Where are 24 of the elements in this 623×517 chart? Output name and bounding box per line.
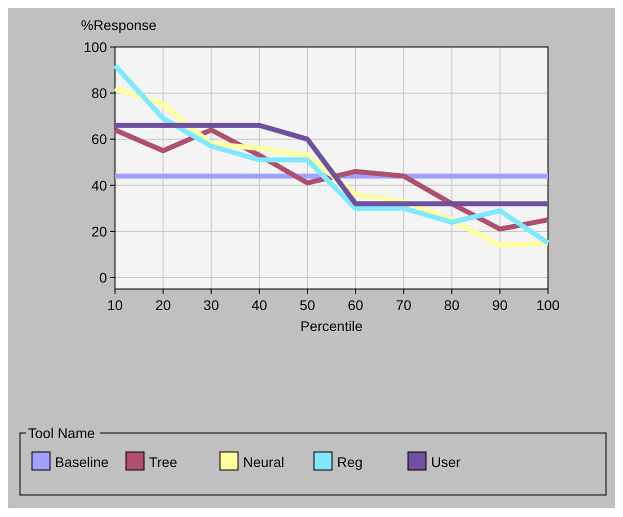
legend-label: Baseline: [55, 454, 109, 470]
x-tick-label: 60: [348, 297, 364, 313]
y-axis-title: %Response: [81, 17, 157, 33]
x-tick-label: 20: [155, 297, 172, 313]
x-tick-label: 30: [203, 297, 220, 313]
y-tick-label: 60: [91, 131, 108, 148]
legend-title: Tool Name: [28, 425, 96, 441]
y-tick-label: 20: [91, 223, 108, 240]
x-tick-label: 90: [492, 297, 508, 313]
y-tick-label: 40: [91, 177, 108, 194]
x-tick-label: 100: [536, 297, 560, 313]
x-tick-label: 40: [252, 297, 268, 313]
legend-label: Reg: [337, 454, 363, 470]
legend-label: Tree: [149, 454, 178, 470]
x-axis-title: Percentile: [300, 318, 363, 334]
x-tick-label: 10: [107, 297, 123, 313]
x-tick-label: 50: [300, 297, 316, 313]
y-tick-label: 0: [99, 269, 108, 286]
y-tick-label: 80: [91, 85, 108, 102]
x-tick-label: 70: [396, 297, 412, 313]
x-tick-label: 80: [444, 297, 460, 313]
legend-label: Neural: [243, 454, 284, 470]
legend-label: User: [431, 454, 461, 470]
y-tick-label: 100: [84, 39, 108, 55]
